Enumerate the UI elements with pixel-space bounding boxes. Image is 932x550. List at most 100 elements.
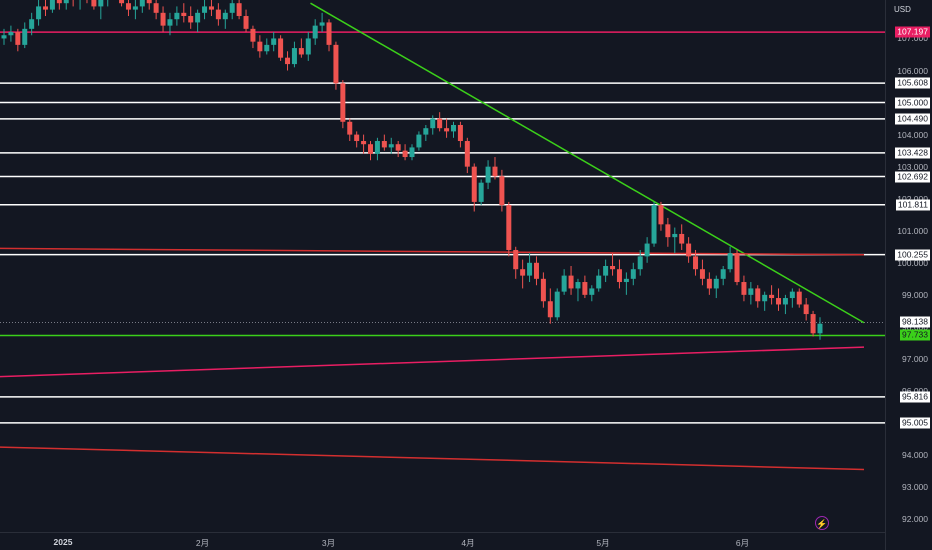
candle-body-105 (727, 253, 733, 270)
trendline-2 (0, 346, 865, 378)
candle-body-19 (132, 6, 138, 10)
candle-body-90 (623, 278, 629, 283)
candle-body-113 (782, 298, 788, 305)
levels-layer (0, 31, 885, 424)
candle-body-74 (513, 249, 519, 270)
trendline-1 (0, 247, 865, 256)
price-tick-label: 100.000 (897, 257, 928, 268)
candle-body-84 (582, 282, 588, 295)
price-tick-label: 96.000 (902, 386, 928, 396)
candle-body-56 (388, 144, 394, 148)
time-scale[interactable]: 2025 2月 3月 4月 5月 6月 (0, 532, 885, 550)
candle-body-48 (333, 44, 339, 84)
time-label: 5月 (596, 538, 610, 548)
candle-body-35 (243, 16, 249, 29)
price-tick-label: 107.000 (897, 33, 928, 44)
candle-body-68 (471, 166, 477, 202)
candle-body-76 (527, 262, 533, 276)
candle-body-60 (416, 134, 422, 148)
candle-body-30 (208, 6, 214, 10)
candle-body-1 (8, 32, 14, 36)
candle-body-57 (395, 144, 401, 151)
candle-body-33 (229, 3, 235, 13)
candle-body-97 (672, 233, 678, 238)
candle-body-118 (817, 323, 823, 334)
candle-body-102 (706, 278, 712, 289)
candle-body-51 (354, 134, 360, 142)
candle-body-22 (153, 3, 159, 13)
candle-body-92 (637, 256, 643, 270)
price-tick-label: 97.000 (902, 353, 928, 364)
price-level-label: 100.255 (895, 249, 930, 261)
candle-body-47 (326, 22, 332, 45)
candle-body-20 (139, 0, 145, 7)
price-tick-label: 92.000 (902, 514, 928, 525)
candle-body-14 (98, 0, 104, 7)
price-level-label: 103.428 (895, 147, 930, 159)
price-tick-label: 103.000 (897, 161, 928, 172)
price-level-label: 95.005 (900, 417, 930, 429)
time-label: 6月 (735, 538, 750, 548)
candle-body-55 (381, 141, 387, 148)
candle-body-116 (803, 304, 809, 315)
candle-body-41 (285, 57, 291, 65)
price-level-label: 105.608 (895, 77, 930, 89)
candle-body-0 (1, 35, 7, 39)
lightning-icon[interactable]: ⚡ (815, 516, 829, 530)
price-level-label: 101.811 (895, 199, 930, 211)
chart-area[interactable]: ⚡ (0, 0, 885, 532)
candle-body-26 (181, 12, 187, 17)
candle-body-53 (368, 144, 374, 154)
candle-body-27 (188, 16, 194, 23)
price-tick-label: 101.000 (897, 225, 928, 236)
candle-body-67 (464, 141, 470, 167)
candle-body-109 (755, 288, 761, 302)
candle-body-24 (167, 19, 173, 26)
current-price-label: 98.138 (900, 316, 930, 328)
price-tick-label: 99.000 (902, 289, 928, 300)
candle-body-3 (22, 28, 28, 45)
currency-label[interactable]: USD (894, 5, 911, 14)
candle-body-59 (409, 147, 415, 158)
candle-body-42 (291, 48, 297, 65)
candle-body-98 (679, 233, 685, 244)
candle-body-63 (437, 118, 443, 129)
candle-body-36 (250, 28, 256, 42)
candle-body-115 (796, 291, 802, 305)
candle-body-82 (568, 275, 574, 289)
price-chart[interactable] (0, 0, 885, 532)
candle-body-44 (305, 38, 311, 55)
candle-body-45 (312, 25, 318, 39)
candle-body-66 (457, 124, 463, 142)
price-level-label: 97.733 (900, 329, 930, 341)
candle-body-107 (741, 282, 747, 295)
price-level-label: 102.692 (895, 171, 930, 183)
candle-body-91 (630, 269, 636, 279)
price-level-label: 95.816 (900, 391, 930, 403)
candle-body-13 (91, 0, 97, 7)
candle-body-85 (589, 288, 595, 295)
candles-layer (1, 0, 823, 340)
candle-body-108 (748, 288, 754, 295)
trendlines-layer (0, 2, 865, 471)
candle-body-114 (789, 291, 795, 299)
candle-body-38 (264, 44, 270, 52)
candle-body-7 (49, 0, 55, 10)
candle-body-103 (713, 278, 719, 289)
candle-body-9 (63, 0, 69, 4)
candle-body-34 (236, 3, 242, 17)
candle-body-99 (686, 243, 692, 257)
candle-body-25 (174, 12, 180, 20)
candle-body-93 (644, 243, 650, 257)
candle-body-110 (762, 294, 768, 302)
candle-body-100 (693, 256, 699, 270)
candle-body-87 (603, 266, 609, 276)
price-tick-label: 104.000 (897, 129, 928, 140)
candle-body-18 (125, 3, 131, 10)
candle-body-96 (665, 224, 671, 238)
price-tick-label: 106.000 (897, 65, 928, 76)
price-level-label: 107.197 (895, 26, 930, 38)
candle-body-43 (298, 48, 304, 55)
price-scale[interactable]: USD 107.000106.000105.000104.000103.0001… (885, 0, 932, 550)
candle-body-8 (56, 0, 62, 4)
